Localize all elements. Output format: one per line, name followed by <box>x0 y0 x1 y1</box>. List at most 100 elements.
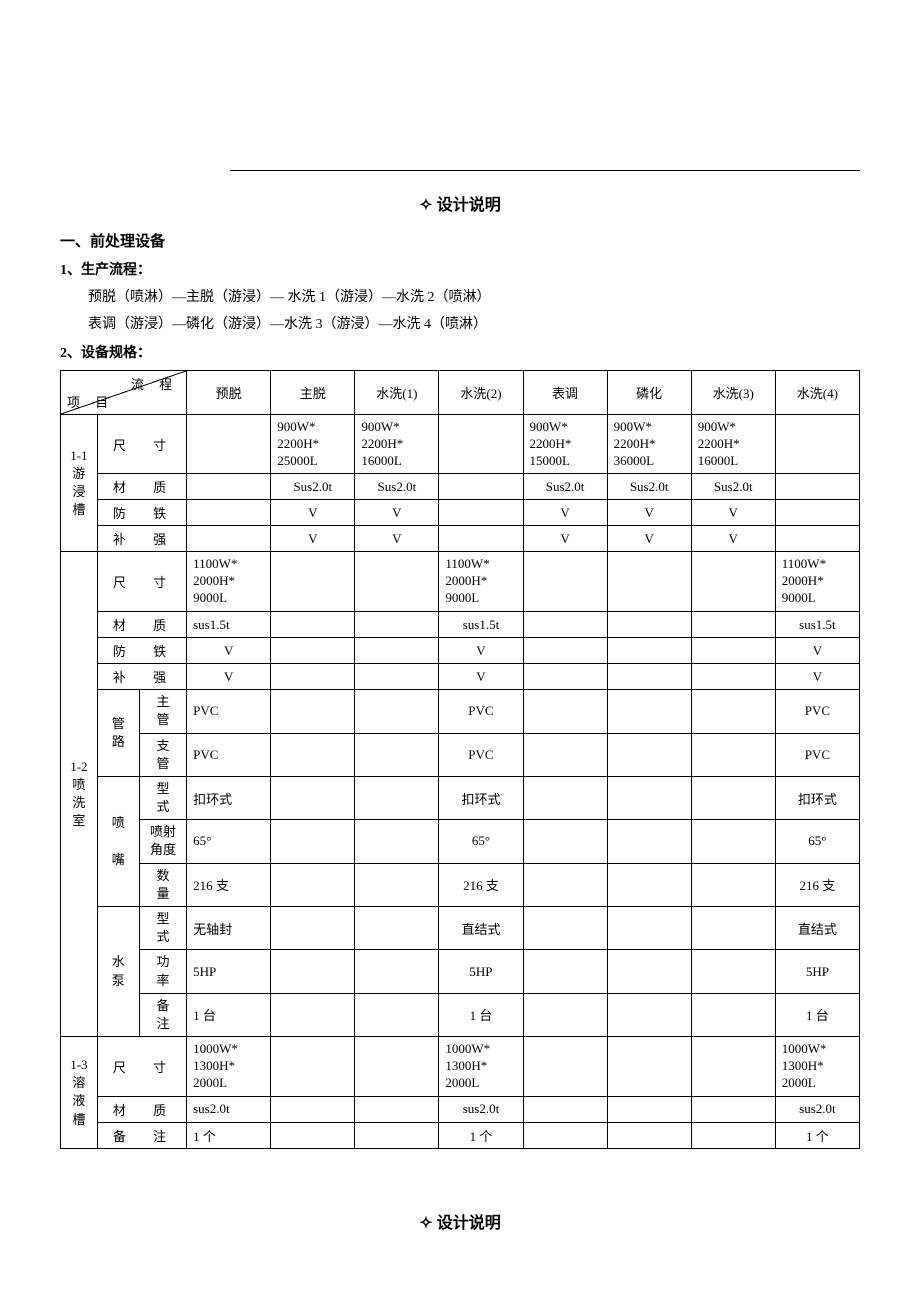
cell <box>187 526 271 552</box>
cell: 1 个 <box>775 1122 859 1148</box>
cell <box>607 1096 691 1122</box>
cell: 65° <box>187 820 271 863</box>
cell: sus1.5t <box>775 612 859 638</box>
diagonal-header-cell: 流 程 项 目 <box>61 370 187 414</box>
cell <box>355 820 439 863</box>
flow-line-2: 表调（游浸）—磷化（游浸）—水洗 3（游浸）—水洗 4（喷淋） <box>88 314 860 336</box>
cell <box>775 526 859 552</box>
cell <box>271 733 355 776</box>
page-title: ✧ 设计说明 <box>60 191 860 215</box>
row-label: 材 质 <box>97 474 186 500</box>
section-heading-1: 一、前处理设备 <box>60 230 860 251</box>
cell: 1100W*2000H*9000L <box>775 552 859 612</box>
cell: V <box>607 526 691 552</box>
cell <box>271 664 355 690</box>
cell: 扣环式 <box>439 776 523 819</box>
table-row: 水泵 型式 无轴封 直结式 直结式 <box>61 907 860 950</box>
table-row: 数量 216 支 216 支 216 支 <box>61 863 860 906</box>
cell: 5HP <box>775 950 859 993</box>
sub-label: 主管 <box>139 690 186 733</box>
cell <box>523 664 607 690</box>
cell <box>607 776 691 819</box>
table-row: 1-1游浸槽 尺 寸 900W*2200H*25000L 900W*2200H*… <box>61 414 860 474</box>
cell <box>355 863 439 906</box>
cell <box>523 612 607 638</box>
cell: sus2.0t <box>775 1096 859 1122</box>
table-row: 补 强 V V V <box>61 664 860 690</box>
cell <box>187 414 271 474</box>
cell: V <box>187 638 271 664</box>
cell: V <box>523 500 607 526</box>
cell: 扣环式 <box>187 776 271 819</box>
cell: V <box>355 526 439 552</box>
cell: Sus2.0t <box>271 474 355 500</box>
cell: V <box>271 526 355 552</box>
cell <box>439 414 523 474</box>
cell: V <box>691 500 775 526</box>
sub-label-pump: 水泵 <box>97 907 139 1037</box>
cell <box>607 664 691 690</box>
cell: sus1.5t <box>439 612 523 638</box>
cell <box>523 863 607 906</box>
cell: 1000W*1300H*2000L <box>439 1037 523 1097</box>
sub-label-pipe: 管路 <box>97 690 139 777</box>
group-label-1-1: 1-1游浸槽 <box>61 414 98 552</box>
cell <box>607 733 691 776</box>
subsection-2: 2、设备规格： <box>60 342 860 362</box>
cell: PVC <box>439 690 523 733</box>
cell <box>439 500 523 526</box>
table-row: 备注 1 台 1 台 1 台 <box>61 993 860 1036</box>
cell: PVC <box>187 733 271 776</box>
cell: 5HP <box>439 950 523 993</box>
cell <box>775 414 859 474</box>
cell <box>355 664 439 690</box>
cell <box>523 690 607 733</box>
sub-label: 喷射角度 <box>139 820 186 863</box>
col-header: 预脱 <box>187 370 271 414</box>
title-text-2: 设计说明 <box>437 1215 501 1232</box>
row-label: 补 强 <box>97 526 186 552</box>
diag-bottom-label: 项 目 <box>67 392 114 411</box>
row-label: 防 铁 <box>97 638 186 664</box>
col-header: 主脱 <box>271 370 355 414</box>
spec-table: 流 程 项 目 预脱 主脱 水洗(1) 水洗(2) 表调 磷化 水洗(3) 水洗… <box>60 370 860 1149</box>
cell: 1000W*1300H*2000L <box>775 1037 859 1097</box>
cell <box>691 907 775 950</box>
cell <box>355 993 439 1036</box>
table-row: 防 铁 V V V <box>61 638 860 664</box>
sub-label: 备注 <box>139 993 186 1036</box>
group-label-1-2: 1-2喷洗室 <box>61 552 98 1037</box>
cell <box>523 907 607 950</box>
cell: 1 个 <box>187 1122 271 1148</box>
cell: 216 支 <box>187 863 271 906</box>
cell: 900W*2200H*25000L <box>271 414 355 474</box>
cell: sus1.5t <box>187 612 271 638</box>
row-label: 尺 寸 <box>97 414 186 474</box>
cell <box>691 612 775 638</box>
cell: V <box>607 500 691 526</box>
col-header: 水洗(2) <box>439 370 523 414</box>
cell: sus2.0t <box>187 1096 271 1122</box>
cell: PVC <box>439 733 523 776</box>
page-title-2: ✧ 设计说明 <box>60 1209 860 1233</box>
sub-label: 支管 <box>139 733 186 776</box>
cell <box>607 993 691 1036</box>
cell <box>691 1037 775 1097</box>
cell: 1100W*2000H*9000L <box>187 552 271 612</box>
cell: V <box>439 664 523 690</box>
cell: sus2.0t <box>439 1096 523 1122</box>
cell: PVC <box>775 733 859 776</box>
cell <box>607 950 691 993</box>
cell: 5HP <box>187 950 271 993</box>
table-row: 1-3溶液槽 尺 寸 1000W*1300H*2000L 1000W*1300H… <box>61 1037 860 1097</box>
cell <box>607 1037 691 1097</box>
row-label: 材 质 <box>97 612 186 638</box>
cell <box>271 690 355 733</box>
cell: 1 台 <box>775 993 859 1036</box>
sub-label: 功率 <box>139 950 186 993</box>
col-header: 表调 <box>523 370 607 414</box>
diamond-icon: ✧ <box>419 197 432 214</box>
table-row: 补 强 V V V V V <box>61 526 860 552</box>
cell <box>607 638 691 664</box>
cell <box>355 612 439 638</box>
